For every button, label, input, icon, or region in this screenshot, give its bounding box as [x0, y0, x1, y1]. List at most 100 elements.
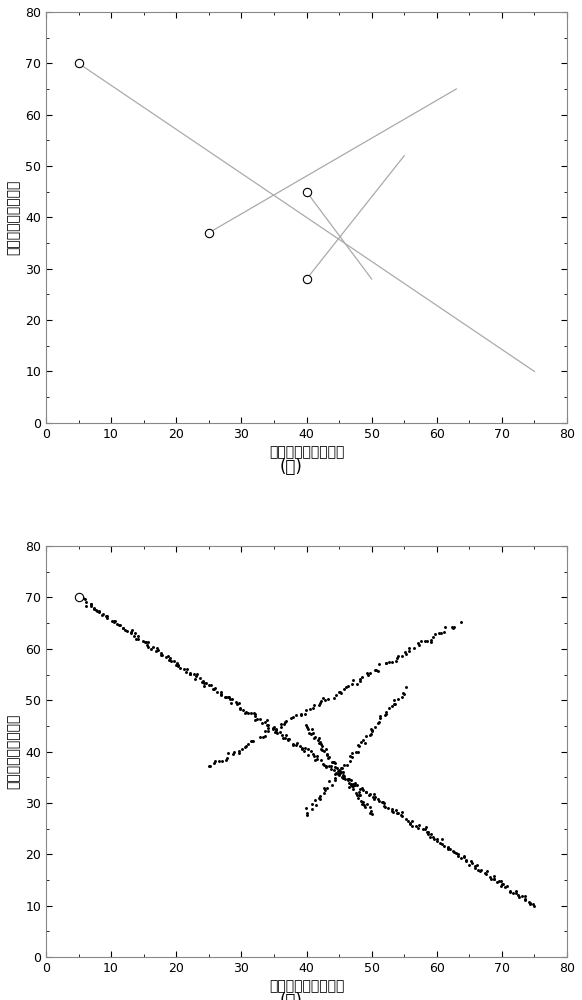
Point [301, 740, 310, 756]
Point [325, 773, 334, 789]
Point [331, 687, 340, 703]
Point [438, 836, 447, 852]
Point [244, 705, 253, 721]
Point [367, 806, 376, 822]
Point [148, 639, 158, 655]
Point [340, 771, 350, 787]
Point [86, 596, 95, 612]
Point [365, 786, 375, 802]
Point [345, 775, 354, 791]
Point [315, 791, 324, 807]
Point [235, 743, 244, 759]
Point [348, 749, 357, 765]
Point [355, 787, 364, 803]
Point [318, 738, 327, 754]
Point [371, 662, 381, 678]
Point [423, 633, 432, 649]
Point [190, 671, 200, 687]
Point [392, 650, 402, 666]
Point [308, 746, 317, 762]
Point [331, 770, 340, 786]
Point [431, 626, 440, 642]
Point [375, 710, 384, 726]
Point [347, 776, 356, 792]
Point [407, 813, 417, 829]
Point [109, 614, 119, 630]
Point [361, 784, 371, 800]
Point [443, 839, 453, 855]
Point [338, 760, 347, 776]
Point [475, 863, 484, 879]
Point [297, 741, 307, 757]
Point [384, 654, 393, 670]
Point [363, 667, 372, 683]
X-axis label: 横坐标（单位：米）: 横坐标（单位：米） [269, 979, 344, 993]
Point [186, 666, 195, 682]
Point [307, 743, 316, 759]
Point [198, 673, 208, 689]
Point [322, 746, 332, 762]
Point [349, 781, 358, 797]
Point [185, 665, 194, 681]
Point [336, 760, 345, 776]
Point [235, 701, 244, 717]
Point [207, 677, 216, 693]
Point [210, 680, 219, 696]
Point [263, 717, 272, 733]
Point [353, 790, 363, 806]
Point [261, 723, 270, 739]
Point [144, 634, 153, 650]
Point [102, 608, 112, 624]
Point [374, 791, 383, 807]
Point [220, 689, 229, 705]
Point [235, 700, 244, 716]
Point [314, 730, 324, 746]
Point [304, 721, 313, 737]
Point [315, 734, 324, 750]
Point [143, 637, 152, 653]
Point [333, 766, 343, 782]
Point [335, 765, 344, 781]
Point [524, 894, 533, 910]
Point [229, 746, 238, 762]
Point [320, 692, 329, 708]
Point [201, 675, 211, 691]
Point [351, 744, 360, 760]
Point [448, 620, 457, 636]
Point [233, 696, 242, 712]
Point [404, 640, 414, 656]
Point [335, 684, 344, 700]
Point [485, 869, 495, 885]
Point [281, 730, 290, 746]
Point [379, 798, 389, 814]
Point [310, 752, 320, 768]
Point [336, 764, 345, 780]
Point [508, 885, 517, 901]
Point [305, 701, 314, 717]
Point [323, 691, 332, 707]
Point [225, 691, 235, 707]
Point [217, 753, 226, 769]
Point [255, 711, 265, 727]
Point [317, 742, 327, 758]
Point [320, 743, 329, 759]
Point [437, 831, 446, 847]
Point [350, 775, 359, 791]
Point [407, 818, 417, 834]
Point [400, 644, 409, 660]
Point [466, 853, 475, 869]
Point [283, 731, 293, 747]
Point [381, 704, 391, 720]
Point [402, 811, 411, 827]
Point [345, 753, 354, 769]
Point [401, 646, 410, 662]
Point [348, 776, 357, 792]
Point [365, 665, 375, 681]
Point [355, 673, 364, 689]
Point [367, 721, 376, 737]
Point [90, 600, 99, 616]
Point [355, 781, 364, 797]
Text: (ａ): (ａ) [279, 458, 303, 476]
Point [365, 799, 375, 815]
Point [303, 741, 313, 757]
